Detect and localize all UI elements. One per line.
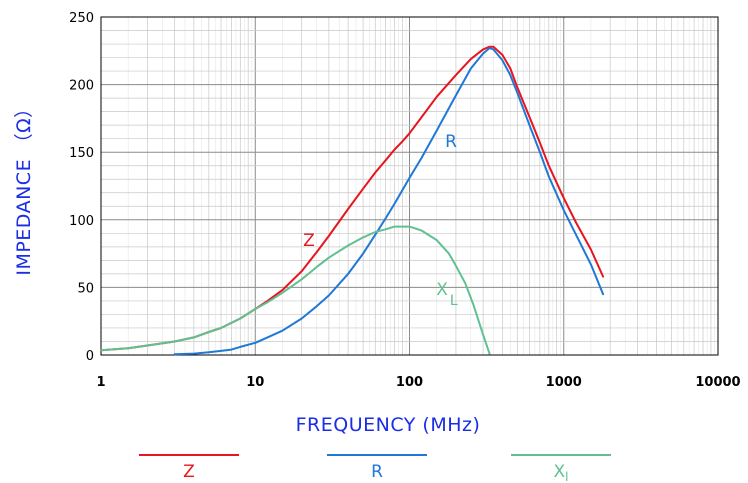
y-axis-title: IMPEDANCE （Ω）: [13, 98, 35, 275]
legend-label-r: R: [371, 462, 383, 482]
x-axis-title: FREQUENCY (MHz): [296, 414, 481, 436]
plot-frame: [100, 16, 719, 356]
y-tick-label: 100: [69, 214, 94, 229]
x-tick-label: 100: [396, 375, 423, 390]
y-tick-label: 200: [69, 79, 94, 94]
series-line-z: [100, 45, 605, 352]
x-tick-label: 1: [96, 375, 105, 390]
inline-series-labels: Z R XL: [303, 132, 458, 309]
series-group: [100, 45, 605, 356]
y-tick-label: 0: [86, 349, 94, 364]
series-label-z: Z: [303, 231, 315, 251]
legend: Z R Xl: [139, 454, 611, 483]
x-tick-label: 1000: [546, 375, 582, 390]
legend-label-x: Xl: [554, 462, 569, 483]
grid-lines: [100, 16, 719, 356]
x-tick-label: 10000: [695, 375, 740, 390]
tick-labels: 1 10 100 1000 10000 0 50 100 150 200 250: [69, 11, 740, 390]
series-line-r: [173, 47, 605, 356]
y-tick-label: 150: [69, 146, 94, 161]
y-tick-label: 250: [69, 11, 94, 26]
x-tick-label: 10: [246, 375, 264, 390]
series-label-x: XL: [436, 280, 458, 309]
legend-label-z: Z: [183, 462, 195, 482]
series-label-r: R: [445, 132, 457, 152]
series-line-x: [100, 225, 491, 355]
y-tick-label: 50: [77, 281, 94, 296]
